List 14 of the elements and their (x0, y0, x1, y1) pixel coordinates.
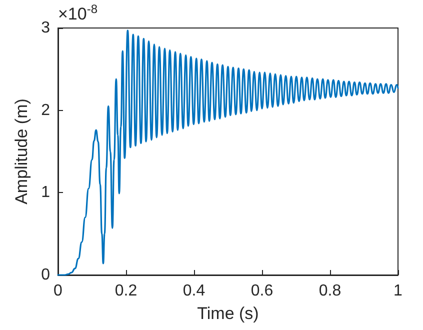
y-tick-label: 3 (41, 20, 50, 36)
line-series (57, 30, 399, 276)
y-tick-label: 0 (41, 266, 50, 284)
y-tick-label: 1 (41, 184, 50, 202)
y-axis-title: Amplitude (m) (12, 98, 31, 204)
y-tick-label: 2 (41, 102, 50, 119)
text: ×10$^{-8}$ (58, 2, 98, 25)
x-tick-label: 0 (54, 282, 63, 300)
x-tick-label: 0.8 (318, 282, 342, 300)
x-tick-label: 0.4 (182, 282, 206, 300)
x-axis-title: Time (s) (197, 304, 259, 323)
x-tick-label: 1 (394, 282, 403, 300)
x-tick-label: 0.2 (114, 282, 138, 300)
x-tick-label: 0.6 (250, 282, 274, 300)
